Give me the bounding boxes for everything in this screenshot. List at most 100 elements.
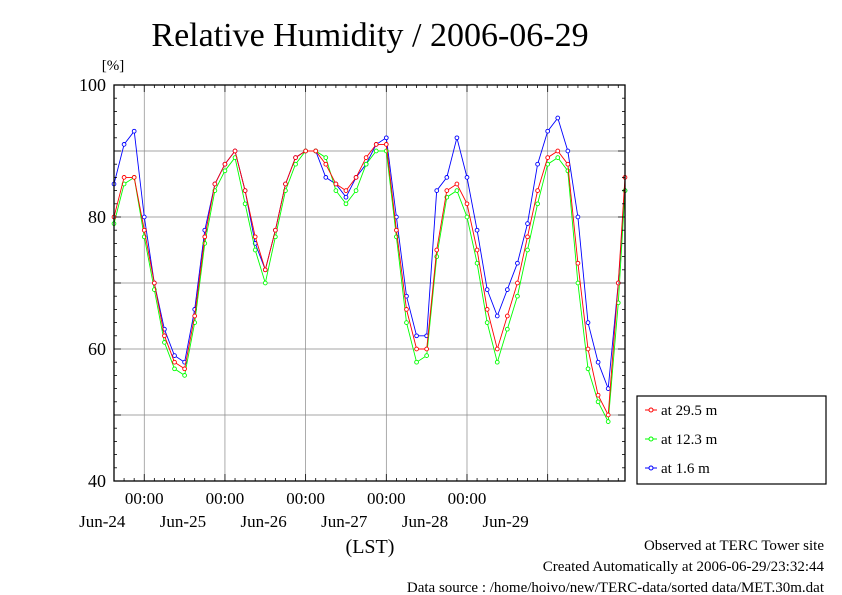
data-point: [555, 148, 561, 154]
data-point: [404, 320, 409, 325]
legend-swatch-marker: [648, 407, 654, 413]
data-point: [242, 188, 248, 193]
x-tick-date-label: Jun-29: [483, 512, 529, 531]
x-tick-date-label: Jun-24: [79, 512, 126, 531]
series-layer: [111, 115, 628, 424]
data-point: [162, 340, 167, 345]
data-point: [131, 175, 137, 180]
x-tick-date-label: Jun-27: [321, 512, 368, 531]
legend-label: at 29.5 m: [661, 403, 718, 419]
data-point: [121, 142, 127, 147]
data-point: [353, 175, 359, 180]
legend-box: [636, 395, 827, 485]
data-point: [605, 386, 611, 391]
x-axis-label: (LST): [346, 536, 395, 558]
data-point: [494, 359, 500, 365]
data-point: [565, 161, 571, 167]
series-line: [113, 117, 626, 389]
data-point: [545, 128, 551, 134]
data-point: [585, 366, 591, 372]
data-point: [313, 148, 319, 154]
data-point: [555, 115, 561, 121]
data-point: [464, 175, 470, 180]
data-point: [273, 227, 278, 233]
data-point: [293, 161, 298, 167]
data-point: [414, 333, 419, 339]
data-point: [595, 399, 601, 405]
data-point: [515, 260, 520, 266]
data-point: [343, 194, 349, 200]
data-point: [262, 280, 268, 286]
data-point: [515, 280, 520, 286]
data-point: [404, 307, 409, 312]
data-point: [454, 135, 460, 141]
data-point: [535, 201, 540, 207]
data-point: [484, 287, 490, 292]
data-point: [535, 161, 540, 167]
data-point: [172, 359, 177, 365]
data-point: [424, 346, 430, 352]
data-point: [343, 201, 349, 207]
data-point: [222, 168, 228, 174]
series-line: [113, 143, 626, 417]
data-point: [515, 293, 520, 299]
data-point: [414, 346, 419, 352]
data-point: [151, 280, 157, 286]
data-point: [474, 260, 480, 266]
data-point: [565, 148, 571, 154]
data-point: [172, 353, 177, 358]
data-point: [434, 247, 440, 253]
y-tick-label: 40: [88, 471, 106, 491]
data-point: [252, 234, 258, 240]
data-point: [474, 247, 480, 253]
data-point: [525, 247, 530, 253]
data-point: [535, 188, 540, 193]
data-point: [293, 155, 298, 160]
observation-site-note: Observed at TERC Tower site: [644, 538, 824, 554]
series-line: [113, 150, 626, 424]
x-tick-date-label: Jun-28: [402, 512, 448, 531]
data-point: [585, 320, 591, 325]
data-point: [525, 221, 530, 226]
data-point: [394, 227, 399, 233]
data-point: [363, 161, 369, 167]
series-at-1-6-m: [111, 115, 628, 391]
data-point: [262, 267, 268, 273]
legend-swatch-marker: [648, 465, 654, 471]
data-point: [252, 247, 258, 253]
data-point: [162, 333, 167, 339]
data-point: [474, 227, 480, 233]
data-point: [595, 359, 601, 365]
data-point: [434, 254, 440, 259]
data-point: [373, 142, 379, 147]
data-point: [605, 412, 611, 418]
x-tick-time-label: 00:00: [206, 489, 245, 508]
data-point: [444, 175, 450, 180]
creation-timestamp-note: Created Automatically at 2006-06-29/23:3…: [543, 559, 825, 575]
data-point: [464, 214, 470, 220]
x-tick-time-label: 00:00: [448, 489, 487, 508]
data-point: [343, 188, 349, 193]
data-point: [494, 346, 500, 352]
data-point: [121, 175, 127, 180]
data-point: [444, 188, 450, 193]
data-point: [585, 346, 591, 352]
data-point: [605, 419, 611, 424]
legend: at 29.5 m at 12.3 m at 1.6 m: [636, 395, 827, 485]
data-point: [232, 148, 238, 154]
data-point: [383, 142, 389, 147]
chart-title: Relative Humidity / 2006-06-29: [151, 17, 588, 54]
data-point: [182, 366, 187, 372]
data-point: [504, 287, 510, 292]
data-point: [504, 326, 510, 332]
data-point: [414, 359, 419, 365]
x-tick-time-label: 00:00: [286, 489, 325, 508]
data-point: [575, 214, 581, 220]
data-point: [202, 234, 208, 240]
legend-swatch-marker: [648, 436, 654, 442]
legend-label: at 12.3 m: [661, 432, 718, 448]
data-point: [353, 188, 359, 193]
data-point: [323, 161, 329, 167]
data-point: [172, 366, 177, 372]
series-at-29-5-m: [111, 142, 628, 418]
